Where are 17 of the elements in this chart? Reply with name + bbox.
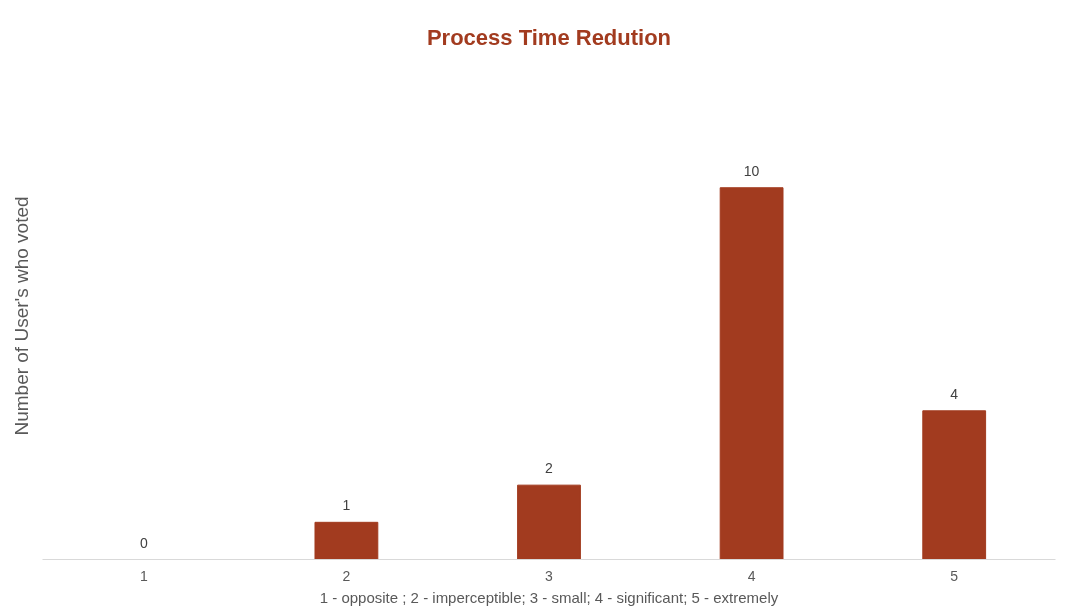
x-tick-label: 2 <box>342 567 351 584</box>
data-label: 2 <box>545 460 554 477</box>
data-label: 4 <box>950 385 959 402</box>
y-axis-title: Number of User's who voted <box>10 196 32 436</box>
bar <box>517 484 581 560</box>
data-label: 1 <box>342 497 351 514</box>
data-label: 0 <box>139 534 148 551</box>
chart-title: Process Time Redution <box>426 25 672 50</box>
x-tick-label: 4 <box>747 567 756 584</box>
data-label: 10 <box>743 162 760 179</box>
x-axis-title: 1 - opposite ; 2 - imperceptible; 3 - small; 4 - significant; 5 - extremely <box>319 588 779 606</box>
x-tick-label: 3 <box>545 567 554 584</box>
bar <box>719 187 784 560</box>
bar <box>314 521 379 560</box>
x-tick-label: 5 <box>950 567 959 584</box>
x-tick-label: 1 <box>139 567 148 584</box>
bar <box>922 410 987 560</box>
